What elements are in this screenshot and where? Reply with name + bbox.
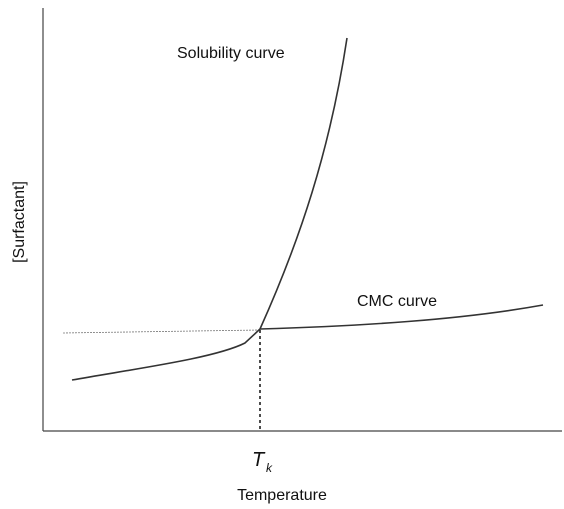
cmc-label: CMC curve [357,293,437,310]
solubility-label: Solubility curve [177,45,285,62]
y-axis-label: [Surfactant] [11,181,28,263]
cmc-curve [259,304,544,330]
solubility-curve [71,37,348,381]
reference-line [62,329,261,334]
t-symbol: T [252,449,266,471]
x-axis-label: Temperature [237,487,327,504]
t-subscript: k [266,461,273,475]
